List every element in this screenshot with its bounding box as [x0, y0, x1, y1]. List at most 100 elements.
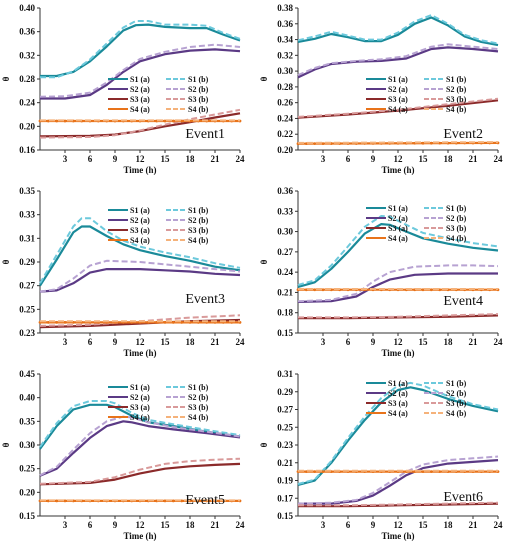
x-tick-label: 18 [186, 520, 196, 530]
legend-label: S1 (a) [130, 75, 150, 84]
series-marker [63, 119, 67, 123]
y-tick-label: 0.15 [19, 511, 35, 521]
x-tick-label: 3 [321, 337, 326, 347]
legend-label: S1 (b) [446, 204, 467, 213]
legend-label: S2 (a) [130, 393, 150, 402]
x-tick-label: 15 [419, 337, 429, 347]
series-marker [313, 470, 317, 474]
series-line-s2-b [297, 43, 499, 77]
x-tick-label: 21 [469, 337, 479, 347]
series-line-s3-a [39, 462, 241, 486]
y-tick-label: 0.30 [277, 66, 293, 76]
legend-label: S1 (b) [446, 379, 467, 388]
legend-label: S4 (a) [130, 105, 150, 114]
legend-label: S2 (a) [130, 85, 150, 94]
y-tick-label: 0.38 [277, 3, 293, 13]
x-tick-label: 21 [211, 154, 221, 164]
y-tick-label: 0.23 [277, 440, 293, 450]
y-tick-label: 0.27 [277, 247, 293, 257]
series-line-s3-a [39, 112, 241, 138]
x-tick-label: 18 [186, 154, 196, 164]
x-tick-label: 24 [494, 520, 504, 530]
legend-label: S1 (b) [188, 206, 209, 215]
series-marker [63, 320, 67, 324]
series-line-s4-b [297, 141, 499, 144]
legend-label: S3 (b) [446, 95, 467, 104]
series-marker [421, 141, 425, 145]
x-tick-label: 21 [211, 337, 221, 347]
series-line-s2-a [40, 48, 241, 100]
x-tick-label: 21 [469, 154, 479, 164]
chart-panel-4: 0.15 0.18 0.21 0.24 0.27 0.30 0.33 0.36 3 6 9 12 15 1… [259, 186, 503, 358]
event-label: Event5 [185, 493, 225, 508]
legend-label: S2 (a) [388, 85, 408, 94]
legend-label: S4 (a) [130, 413, 150, 422]
y-tick-label: 0.31 [19, 233, 35, 243]
y-tick-label: 0.34 [277, 35, 293, 45]
x-tick-label: 18 [444, 337, 454, 347]
legend-label: S1 (a) [130, 383, 150, 392]
y-tick-label: 0.25 [277, 422, 293, 432]
x-tick-label: 21 [211, 520, 221, 530]
legend-label: S1 (b) [188, 75, 209, 84]
x-tick-label: 6 [346, 337, 351, 347]
y-tick-label: 0.36 [19, 27, 35, 37]
x-tick-label: 9 [113, 154, 118, 164]
series-marker [313, 142, 317, 146]
y-tick-label: 0.20 [19, 487, 35, 497]
x-axis-label: Time (h) [123, 165, 156, 175]
y-tick-label: 0.22 [277, 129, 293, 139]
legend-label: S4 (b) [188, 413, 209, 422]
series-line-s1-a [297, 16, 499, 47]
legend-label: S3 (a) [130, 403, 150, 412]
y-tick-label: 0.16 [19, 145, 35, 155]
legend-label: S4 (b) [188, 236, 209, 245]
x-tick-label: 6 [346, 520, 351, 530]
legend-label: S3 (b) [446, 224, 467, 233]
event-label: Event2 [443, 127, 483, 142]
series-line-s3-b [297, 97, 499, 118]
legend-label: S2 (b) [446, 214, 467, 223]
x-tick-label: 24 [494, 154, 504, 164]
x-tick-label: 9 [371, 154, 376, 164]
chart-panel-2: 0.20 0.22 0.24 0.26 0.28 0.30 0.32 0.34 0.36 0.38… [259, 3, 504, 175]
x-axis-label: Time (h) [381, 348, 414, 358]
series-line-s3-b [39, 457, 241, 485]
y-axis-label: θ [1, 442, 11, 447]
x-tick-label: 15 [419, 154, 429, 164]
legend-label: S2 (a) [388, 214, 408, 223]
y-tick-label: 0.40 [19, 393, 35, 403]
legend-label: S2 (b) [446, 389, 467, 398]
series-marker [163, 320, 167, 324]
series-line-s2-a [39, 267, 241, 293]
x-tick-label: 3 [63, 520, 68, 530]
legend-label: S2 (b) [188, 85, 209, 94]
legend-label: S3 (a) [388, 224, 408, 233]
event-label: Event1 [185, 127, 225, 142]
series-line-s2-a [39, 420, 241, 477]
x-axis-label: Time (h) [381, 531, 414, 541]
legend-label: S3 (a) [388, 399, 408, 408]
series-line-s1-a [297, 222, 499, 289]
series-marker [55, 119, 59, 123]
x-tick-label: 9 [371, 520, 376, 530]
series-marker [421, 470, 425, 474]
legend-label: S2 (a) [388, 389, 408, 398]
y-tick-label: 0.24 [277, 267, 293, 277]
x-tick-label: 12 [136, 337, 146, 347]
series-line-s3-b [298, 501, 499, 507]
y-tick-label: 0.19 [277, 476, 293, 486]
chart-panel-3: 0.23 0.25 0.27 0.29 0.31 0.33 0.35 3 6 9 12 15 18 21 2… [1, 186, 245, 358]
y-tick-label: 0.23 [19, 328, 35, 338]
legend-label: S3 (b) [188, 95, 209, 104]
y-tick-label: 0.40 [19, 3, 35, 13]
x-tick-label: 3 [321, 520, 326, 530]
y-tick-label: 0.32 [277, 50, 293, 60]
y-tick-label: 0.36 [277, 186, 293, 196]
y-tick-label: 0.32 [19, 50, 35, 60]
series-line-s2-b [39, 43, 241, 98]
y-tick-label: 0.20 [277, 145, 293, 155]
x-tick-label: 3 [63, 337, 68, 347]
y-tick-label: 0.29 [277, 387, 293, 397]
series-line-s1-b [297, 381, 499, 485]
